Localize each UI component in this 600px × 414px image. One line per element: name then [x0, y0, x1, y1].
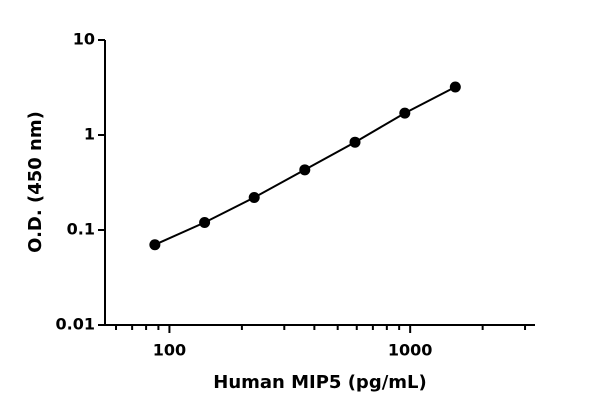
y-tick-label: 10: [73, 30, 95, 49]
y-tick-label: 1: [84, 125, 95, 144]
y-tick-label: 0.01: [56, 315, 95, 334]
x-axis-label: Human MIP5 (pg/mL): [213, 372, 426, 393]
y-axis-label: O.D. (450 nm): [25, 111, 46, 253]
x-tick-label: 1000: [388, 341, 433, 360]
x-tick-label: 100: [153, 341, 186, 360]
data-point: [399, 107, 411, 119]
data-point: [248, 191, 260, 203]
y-tick-label: 0.1: [67, 220, 95, 239]
data-point: [199, 216, 211, 228]
data-point: [149, 239, 161, 251]
data-point: [449, 81, 461, 93]
data-point: [349, 136, 361, 148]
data-point: [299, 164, 311, 176]
